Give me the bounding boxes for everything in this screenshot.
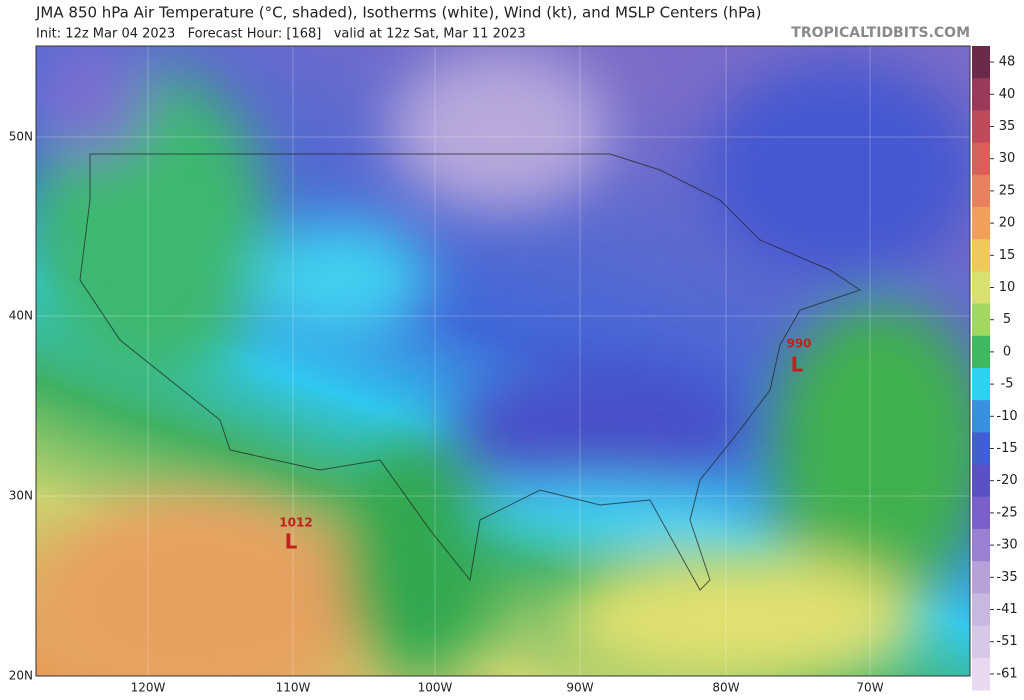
title: JMA 850 hPa Air Temperature (°C, shaded)… (35, 4, 761, 22)
colorbar-segment (972, 657, 990, 691)
pressure-value: 1012 (279, 516, 312, 530)
colorbar-segment (972, 239, 990, 272)
colorbar-label: 40 (999, 87, 1016, 102)
lat-label: 40N (9, 309, 33, 323)
lon-label: 80W (712, 681, 739, 695)
lon-label: 90W (566, 681, 593, 695)
lon-label: 70W (856, 681, 883, 695)
watermark: TROPICALTIDBITS.COM (791, 25, 970, 41)
colorbar-segment (972, 110, 990, 144)
colorbar-segment (972, 432, 990, 466)
colorbar-label: 25 (999, 183, 1016, 198)
colorbar-segment (972, 496, 990, 530)
colorbar-label: 20 (999, 216, 1016, 231)
colorbar-segment (972, 271, 990, 305)
lon-label: 120W (131, 681, 166, 695)
colorbar-label: -30 (996, 538, 1017, 553)
temperature-field (36, 46, 970, 676)
low-symbol: L (791, 353, 804, 377)
colorbar-label: 30 (999, 151, 1016, 166)
colorbar-segment (972, 46, 990, 79)
colorbar-segment (972, 625, 990, 659)
lon-label: 100W (418, 681, 453, 695)
colorbar-segment (972, 464, 990, 498)
colorbar-label: -5 (1001, 377, 1014, 392)
colorbar-label: 0 (1003, 344, 1011, 359)
colorbar-label: 15 (999, 248, 1016, 263)
lat-label: 50N (9, 130, 33, 144)
colorbar-label: -25 (996, 505, 1017, 520)
colorbar-label: -15 (996, 441, 1017, 456)
colorbar-label: -35 (996, 570, 1017, 585)
colorbar-label: -20 (996, 473, 1017, 488)
low-symbol: L (285, 530, 298, 554)
lon-label: 110W (276, 681, 311, 695)
colorbar-label: -10 (996, 409, 1017, 424)
map-frame (35, 45, 971, 677)
subtitle: Init: 12z Mar 04 2023 Forecast Hour: [16… (36, 27, 526, 42)
colorbar-segment (972, 561, 990, 594)
pressure-value: 990 (786, 337, 811, 351)
colorbar-segment (972, 78, 990, 111)
colorbar-segment (972, 529, 990, 562)
colorbar-label: -41 (996, 602, 1017, 617)
colorbar-label: 48 (999, 55, 1016, 70)
colorbar-segment (972, 303, 990, 337)
colorbar-segment (972, 368, 990, 401)
colorbar-segment (972, 174, 990, 208)
lat-label: 20N (9, 669, 33, 683)
colorbar-segment (972, 207, 990, 240)
colorbar-label: 10 (999, 280, 1016, 295)
lat-label: 30N (9, 489, 33, 503)
colorbar-label: 35 (999, 119, 1016, 134)
colorbar-segment (972, 593, 990, 627)
colorbar-label: 5 (1003, 312, 1011, 327)
colorbar-segment (972, 335, 990, 369)
colorbar-label: -61 (996, 666, 1017, 681)
colorbar-segment (972, 400, 990, 433)
colorbar-segment (972, 142, 990, 176)
colorbar-label: -51 (996, 634, 1017, 649)
